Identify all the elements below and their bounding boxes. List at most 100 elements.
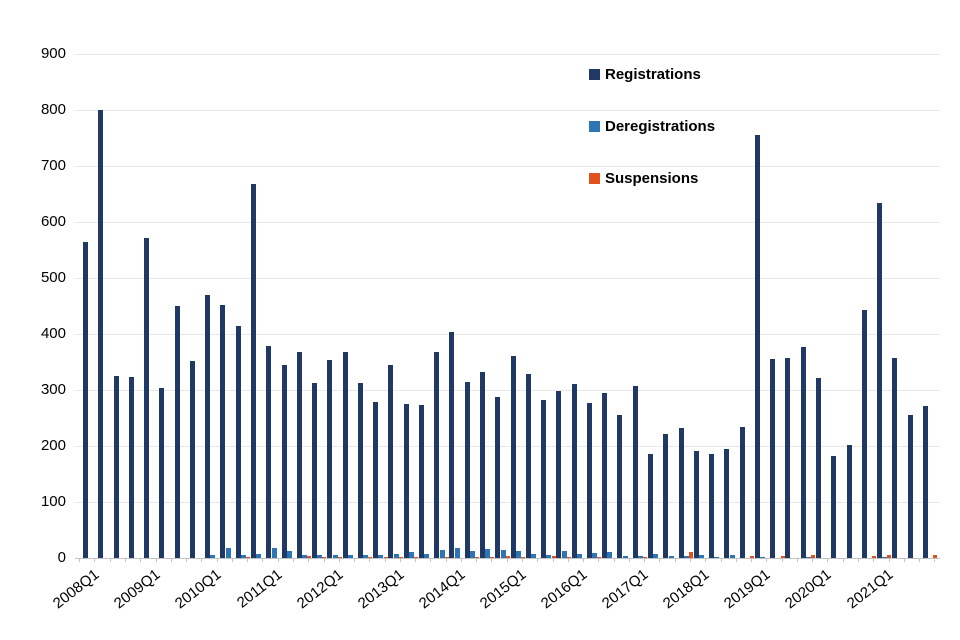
- y-tick-label-900: 900: [40, 45, 66, 62]
- deregistrations-swatch-icon: [589, 120, 600, 132]
- x-axis-tick: [751, 558, 753, 562]
- bar-deregistrations-2016Q4: [622, 556, 628, 558]
- x-axis-tick: [781, 558, 783, 562]
- legend-label-deregistrations: Deregistrations: [605, 117, 716, 135]
- x-axis-tick: [338, 558, 340, 562]
- y-tick-label-800: 800: [40, 101, 66, 118]
- bar-suspensions-2011Q3: [307, 556, 312, 558]
- gridline-300: [75, 390, 940, 391]
- bar-deregistrations-2014Q2: [470, 551, 476, 558]
- x-axis-tick: [827, 558, 829, 562]
- bar-deregistrations-2012Q3: [363, 555, 369, 558]
- bar-suspensions-2017Q1: [643, 556, 648, 558]
- x-tick-label-2015Q1: 2015Q1: [476, 566, 530, 613]
- x-axis-tick: [598, 558, 600, 562]
- x-axis-tick: [934, 558, 936, 562]
- bar-registrations-2010Q4: [250, 183, 256, 558]
- bar-deregistrations-2014Q3: [485, 549, 491, 558]
- x-tick-label-2020Q1: 2020Q1: [782, 566, 835, 613]
- bar-suspensions-2021Q4: [933, 555, 938, 558]
- bar-registrations-2019Q3: [785, 358, 791, 558]
- bar-deregistrations-2013Q1: [393, 553, 399, 558]
- x-axis-tick: [552, 558, 554, 562]
- x-axis-tick: [812, 558, 814, 562]
- bar-registrations-2008Q3: [113, 376, 119, 558]
- bar-suspensions-2020Q4: [872, 556, 877, 558]
- legend: Registrations Deregistrations Suspension…: [589, 66, 715, 222]
- gridline-400: [75, 334, 940, 335]
- x-axis-tick: [919, 558, 921, 562]
- bar-deregistrations-2012Q2: [347, 555, 353, 558]
- bar-registrations-2015Q4: [556, 390, 562, 558]
- x-axis-tick: [109, 558, 111, 562]
- bar-registrations-2013Q4: [434, 352, 440, 558]
- bar-registrations-2015Q3: [541, 400, 547, 558]
- bar-deregistrations-2012Q4: [378, 554, 384, 558]
- x-axis-tick: [384, 558, 386, 562]
- bar-registrations-2018Q1: [693, 451, 699, 558]
- bar-registrations-2011Q4: [312, 382, 318, 558]
- x-axis-tick: [903, 558, 905, 562]
- bar-suspensions-2013Q2: [414, 556, 419, 558]
- bar-suspensions-2015Q4: [566, 556, 571, 558]
- bar-deregistrations-2014Q4: [500, 549, 506, 558]
- bar-suspensions-2011Q4: [322, 556, 327, 558]
- bar-registrations-2008Q1: [83, 241, 88, 558]
- bar-registrations-2012Q3: [357, 383, 363, 558]
- bar-deregistrations-2014Q1: [454, 548, 460, 558]
- x-tick-label-2019Q1: 2019Q1: [721, 566, 774, 613]
- bar-deregistrations-2017Q4: [683, 556, 689, 558]
- x-axis-tick: [292, 558, 294, 562]
- bar-registrations-2017Q2: [647, 454, 653, 558]
- bar-deregistrations-2011Q3: [302, 554, 308, 558]
- bar-registrations-2020Q1: [815, 378, 821, 558]
- bar-registrations-2019Q4: [800, 346, 806, 558]
- gridline-200: [75, 446, 940, 447]
- bar-registrations-2017Q4: [678, 428, 684, 558]
- x-tick-label-2021Q1: 2021Q1: [843, 566, 896, 613]
- bar-registrations-2011Q1: [266, 345, 272, 558]
- bar-deregistrations-2011Q1: [271, 548, 277, 558]
- x-tick-label-2011Q1: 2011Q1: [233, 566, 286, 612]
- bar-registrations-2009Q4: [189, 361, 195, 558]
- bar-suspensions-2019Q4: [811, 554, 816, 558]
- registrations-swatch-icon: [589, 68, 600, 80]
- x-axis-tick: [125, 558, 126, 562]
- bar-registrations-2020Q2: [831, 456, 837, 558]
- x-axis-tick: [613, 558, 615, 562]
- x-axis-tick: [460, 558, 462, 562]
- bar-registrations-2010Q1: [205, 294, 211, 558]
- legend-item-suspensions: Suspensions: [589, 170, 715, 187]
- bar-deregistrations-2010Q1: [210, 555, 216, 558]
- bar-registrations-2011Q3: [296, 352, 302, 558]
- x-axis-tick: [399, 558, 401, 562]
- bar-registrations-2016Q4: [617, 415, 623, 558]
- bar-registrations-2021Q2: [892, 358, 898, 558]
- bar-deregistrations-2018Q1: [699, 555, 705, 558]
- gridline-500: [75, 278, 940, 279]
- x-axis-tick: [659, 558, 661, 562]
- bar-deregistrations-2015Q1: [515, 550, 521, 558]
- bar-suspensions-2012Q1: [337, 556, 342, 558]
- x-axis-tick: [842, 558, 844, 562]
- bar-registrations-2014Q1: [449, 331, 455, 558]
- x-axis-tick: [262, 558, 264, 562]
- x-axis-tick: [491, 558, 493, 562]
- x-axis-tick: [690, 558, 691, 562]
- x-tick-label-2012Q1: 2012Q1: [293, 566, 347, 613]
- x-tick-label-2009Q1: 2009Q1: [110, 566, 164, 613]
- bar-registrations-2009Q2: [159, 388, 165, 558]
- bar-suspensions-2019Q2: [780, 556, 785, 558]
- bar-deregistrations-2011Q2: [286, 550, 292, 558]
- bar-deregistrations-2013Q3: [424, 554, 430, 558]
- bar-registrations-2008Q4: [128, 376, 134, 558]
- x-tick-label-2014Q1: 2014Q1: [415, 566, 469, 613]
- bar-suspensions-2013Q1: [398, 556, 403, 558]
- x-axis-tick: [79, 558, 81, 562]
- bar-registrations-2014Q4: [495, 397, 501, 558]
- bar-registrations-2016Q1: [571, 383, 577, 558]
- bar-registrations-2012Q1: [327, 360, 333, 558]
- y-tick-label-700: 700: [40, 157, 66, 174]
- legend-item-deregistrations: Deregistrations: [589, 117, 716, 135]
- bar-registrations-2016Q3: [602, 392, 608, 558]
